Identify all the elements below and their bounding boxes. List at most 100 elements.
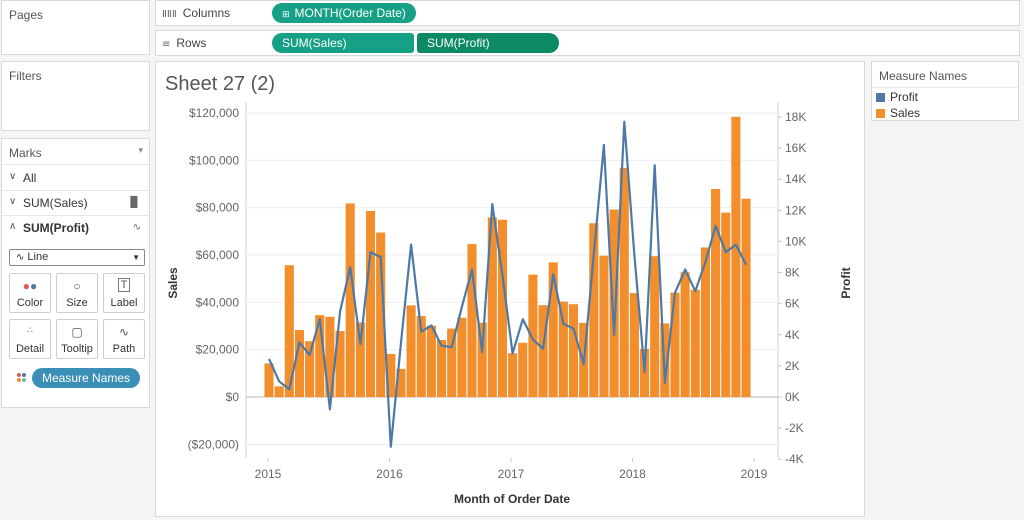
path-icon: ∿ xyxy=(118,325,130,339)
marks-menu-icon[interactable]: ▾ xyxy=(138,145,143,155)
view-panel[interactable]: Sheet 27 (2) $120,000 $100,000 $80,000 $60,… xyxy=(155,61,865,517)
y-right-tick-label: 16K xyxy=(785,141,806,155)
legend-panel[interactable]: Measure Names Profit Sales xyxy=(871,61,1019,121)
y-right-tick-label: 8K xyxy=(785,266,800,280)
sales-bar xyxy=(629,293,639,397)
sales-bar xyxy=(437,339,447,397)
sales-bar xyxy=(497,219,507,397)
size-icon: ○ xyxy=(73,279,81,293)
sales-bar xyxy=(670,292,680,397)
sales-bar xyxy=(568,304,579,397)
sales-bar xyxy=(457,317,467,397)
sales-bar xyxy=(589,223,599,397)
sales-bar xyxy=(325,316,335,397)
measure-names-color-pill[interactable]: Measure Names xyxy=(32,368,141,388)
x-tick-label: 2018 xyxy=(619,467,646,481)
rows-shelf-label: ≡ Rows xyxy=(162,36,206,50)
sales-bar xyxy=(467,244,477,397)
legend-item-sales[interactable]: Sales xyxy=(876,106,920,120)
mark-type-select[interactable]: ∿ Line ▼ xyxy=(9,249,145,266)
marks-row-all[interactable]: ∨ All xyxy=(2,166,149,191)
y-right-tick-label: -4K xyxy=(785,452,804,466)
x-axis-title: Month of Order Date xyxy=(454,492,570,506)
color-card[interactable]: ●● Color xyxy=(9,273,51,313)
y-left-tick-label: $20,000 xyxy=(196,343,240,357)
legend-item-sales-label: Sales xyxy=(890,106,921,120)
size-card-label: Size xyxy=(66,297,88,309)
sales-bar xyxy=(386,353,396,397)
sales-bar xyxy=(690,289,700,397)
x-tick-label: 2019 xyxy=(741,467,768,481)
pages-title: Pages xyxy=(9,8,44,22)
chevron-down-icon[interactable]: ∨ xyxy=(9,171,17,182)
detail-card-label: Detail xyxy=(15,343,45,355)
columns-shelf-label: ⅡⅡⅡ Columns xyxy=(162,6,230,20)
chevron-up-icon[interactable]: ∧ xyxy=(9,221,17,232)
rows-pill-sum-sales[interactable]: SUM(Sales) xyxy=(272,33,414,53)
y-right-tick-label: 2K xyxy=(785,359,800,373)
chart-svg[interactable]: $120,000 $100,000 $80,000 $60,000 $40,000 $20… xyxy=(156,62,864,516)
detail-icon: ∴ xyxy=(27,325,33,335)
sales-bar xyxy=(355,322,365,397)
label-icon: T xyxy=(104,274,144,294)
columns-icon: ⅡⅡⅡ xyxy=(162,9,177,20)
sales-bar xyxy=(345,203,355,397)
marks-row-sum-profit[interactable]: ∧ SUM(Profit) ∿ xyxy=(2,216,149,241)
sales-bar xyxy=(447,328,457,397)
mark-type-value: Line xyxy=(27,251,49,263)
sales-bar xyxy=(721,212,731,397)
sales-bar xyxy=(406,305,416,397)
sales-bar xyxy=(599,255,609,397)
y-right-tick-label: 18K xyxy=(785,110,806,124)
x-tick-label: 2017 xyxy=(498,467,525,481)
sales-bar xyxy=(619,167,629,397)
y-left-tick-label: $100,000 xyxy=(189,153,239,167)
sales-bar xyxy=(741,198,751,397)
filters-panel[interactable]: Filters xyxy=(1,61,150,131)
legend-item-profit[interactable]: Profit xyxy=(876,90,918,104)
sales-bar xyxy=(650,256,660,397)
rows-pill-sum-profit[interactable]: SUM(Profit) xyxy=(417,33,559,53)
legend-item-profit-label: Profit xyxy=(890,90,919,104)
sales-bar xyxy=(518,342,528,397)
sales-bar xyxy=(477,322,487,397)
tooltip-card[interactable]: ▢ Tooltip xyxy=(56,319,98,359)
columns-pill-month-order-date[interactable]: ⊞ MONTH(Order Date) xyxy=(272,3,416,23)
columns-shelf[interactable]: ⅡⅡⅡ Columns ⊞ MONTH(Order Date) xyxy=(155,0,1020,26)
sales-bar xyxy=(528,274,538,397)
legend-header: Measure Names xyxy=(872,62,1018,88)
pages-panel[interactable]: Pages xyxy=(1,0,150,55)
y-right-tick-label: 0K xyxy=(785,390,800,404)
path-card[interactable]: ∿ Path xyxy=(103,319,145,359)
chevron-down-icon[interactable]: ∨ xyxy=(9,196,17,207)
marks-row-sales-label: SUM(Sales) xyxy=(23,196,88,210)
size-card[interactable]: ○ Size xyxy=(56,273,98,313)
label-card[interactable]: T Label xyxy=(103,273,145,313)
rows-shelf[interactable]: ≡ Rows SUM(Sales) SUM(Profit) xyxy=(155,30,1020,56)
rows-pill-profit-label: SUM(Profit) xyxy=(427,36,490,50)
y-right-tick-label: -2K xyxy=(785,421,804,435)
marks-row-sum-sales[interactable]: ∨ SUM(Sales) ▐▌ xyxy=(2,191,149,216)
legend-swatch-sales xyxy=(876,109,885,118)
y-left-tick-label: ($20,000) xyxy=(188,437,239,451)
y-right-tick-label: 4K xyxy=(785,328,800,342)
columns-pill-label: MONTH(Order Date) xyxy=(294,6,406,20)
profit-line xyxy=(267,120,747,448)
label-card-label: Label xyxy=(110,297,138,309)
path-card-label: Path xyxy=(112,343,136,355)
sales-bar xyxy=(508,353,518,397)
sales-bar xyxy=(416,316,426,397)
x-tick-label: 2015 xyxy=(255,467,282,481)
y-right-axis-title: Profit xyxy=(839,267,853,298)
detail-card[interactable]: ∴ Detail xyxy=(9,319,51,359)
sales-bar xyxy=(700,247,710,397)
filters-title: Filters xyxy=(9,69,42,83)
sales-bar xyxy=(376,232,386,397)
sales-bar xyxy=(396,368,406,397)
sales-bar xyxy=(426,325,436,397)
sales-bar xyxy=(274,386,284,397)
y-right-tick-label: 10K xyxy=(785,234,806,248)
sales-bar xyxy=(711,188,721,397)
marks-panel[interactable]: Marks ▾ ∨ All ∨ SUM(Sales) ▐▌ ∧ SUM(Prof… xyxy=(1,138,150,408)
sales-bar xyxy=(609,209,619,397)
